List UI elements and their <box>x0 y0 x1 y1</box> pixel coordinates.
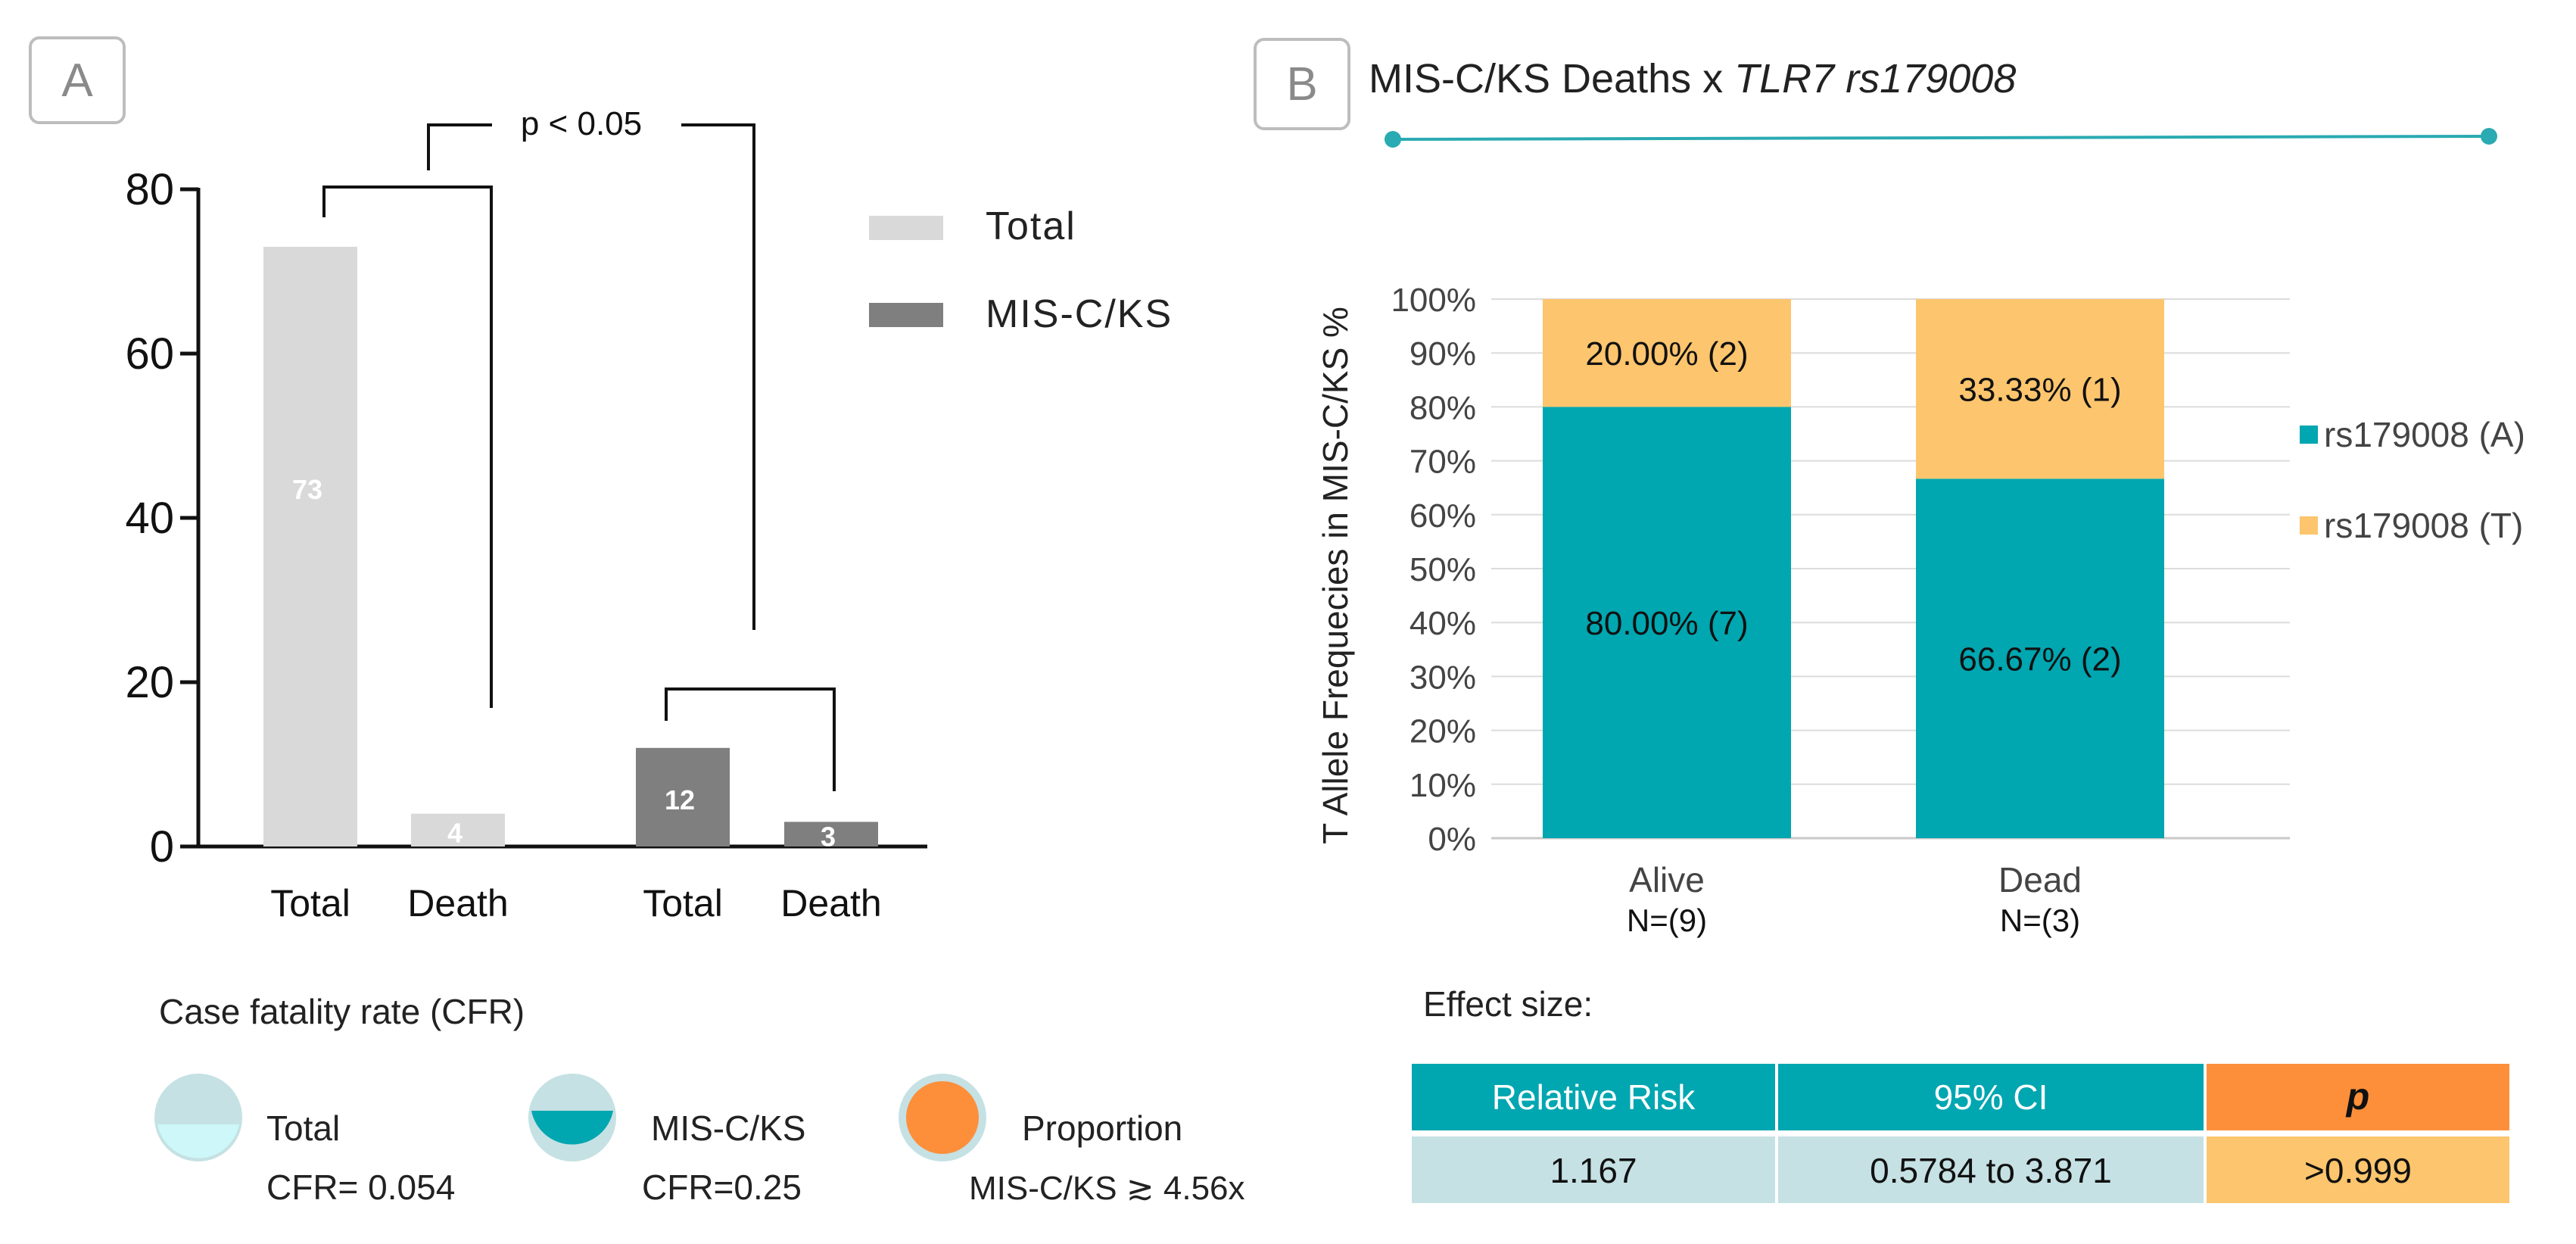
y-tick-label-b: 20% <box>1409 713 1476 750</box>
cfr-misc-name: MIS-C/KS <box>651 1108 805 1148</box>
bar-label-a: 4 <box>447 817 463 848</box>
x-tick-label-a: Total <box>270 882 350 924</box>
panel-a-label: A <box>61 55 93 107</box>
table-value-p: >0.999 <box>2304 1151 2412 1190</box>
cfr-total-name: Total <box>266 1108 340 1148</box>
cfr-item-total: Total CFR= 0.054 <box>154 1074 455 1207</box>
legend-a: Total MIS-C/KS <box>869 204 1173 336</box>
table-header-rr: Relative Risk <box>1492 1077 1696 1117</box>
cfr-misc-value: CFR=0.25 <box>642 1168 802 1207</box>
cfr-total-icon <box>157 1124 239 1158</box>
bar-segment-label-b: 20.00% (2) <box>1585 335 1748 373</box>
cfr-total-value: CFR= 0.054 <box>266 1168 455 1207</box>
legend-swatch-misc <box>869 303 943 327</box>
panel-a: A 0 20 40 60 80 73 Total 4 Death 12 Total 3 Death p … <box>29 36 1245 1207</box>
legend-label-b: rs179008 (T) <box>2324 506 2523 545</box>
y-tick-label-b: 60% <box>1409 497 1476 535</box>
effect-size-table: Relative Risk 95% CI p 1.167 0.5784 to 3… <box>1412 1064 2509 1203</box>
x-tick-label-a: Death <box>780 882 881 924</box>
bar-a <box>411 813 505 846</box>
y-tick-label-b: 90% <box>1409 335 1476 373</box>
y-tick-label-b: 40% <box>1409 605 1476 642</box>
x-tick-n-b: N=(9) <box>1627 903 1707 938</box>
y-tick-label-a: 40 <box>125 494 174 543</box>
bar-segment-b <box>1543 299 1791 407</box>
p-value-label: p < 0.05 <box>521 105 642 142</box>
table-header-ci-cell <box>1778 1064 2204 1130</box>
title-rule-line <box>1392 135 2490 141</box>
title-rule-dot-left <box>1385 131 1401 148</box>
title-rule <box>1385 128 2497 148</box>
y-tick-label-b: 30% <box>1409 659 1476 696</box>
legend-swatch-b <box>2300 426 2318 444</box>
panel-b-label-box <box>1254 38 1350 130</box>
legend-swatch-b <box>2300 516 2318 535</box>
y-tick-label-a: 0 <box>150 822 174 871</box>
cfr-item-misc: MIS-C/KS CFR=0.25 <box>528 1074 805 1207</box>
table-header-p: p <box>2345 1075 2370 1118</box>
y-tick-label-b: 50% <box>1409 551 1476 588</box>
bar-label-a: 3 <box>821 822 836 853</box>
table-value-ci: 0.5784 to 3.871 <box>1870 1151 2112 1190</box>
bar-segment-label-b: 33.33% (1) <box>1958 372 2121 409</box>
x-tick-label-a: Death <box>407 882 508 924</box>
title-rule-dot-right <box>2481 128 2497 145</box>
table-header-ci: 95% CI <box>1934 1077 2048 1117</box>
table-value-rr: 1.167 <box>1550 1151 1637 1190</box>
table-header-p-cell <box>2207 1064 2509 1130</box>
bar-segment-label-b: 66.67% (2) <box>1958 641 2121 678</box>
x-tick-n-b: N=(3) <box>2000 903 2080 938</box>
y-tick-label-b: 0% <box>1428 821 1476 858</box>
y-tick-label-b: 100% <box>1391 282 1476 319</box>
legend-label-b: rs179008 (A) <box>2324 415 2525 454</box>
cfr-item-proportion: Proportion MIS-C/KS ≳ 4.56x <box>899 1074 1245 1207</box>
cfr-proportion-name: Proportion <box>1022 1108 1182 1148</box>
chart-a: 0 20 40 60 80 73 Total 4 Death 12 Total 3 Death <box>125 165 927 924</box>
bar-segment-b <box>1916 479 2164 838</box>
panel-a-label-box <box>29 36 126 124</box>
table-value-rr-cell <box>1412 1136 1775 1203</box>
y-tick-label-b: 80% <box>1409 389 1476 426</box>
panel-b-title-plain: MIS-C/KS Deaths x <box>1369 56 1734 101</box>
chart-b: 0% 10% 20% 30% 40% 50% 60% 70% 80% 90% 100% T Allel… <box>1316 282 2525 938</box>
y-tick-label-a: 80 <box>125 165 174 214</box>
table-value-ci-cell <box>1778 1136 2204 1203</box>
legend-label-misc: MIS-C/KS <box>986 292 1173 336</box>
y-tick-label-b: 10% <box>1409 767 1476 804</box>
panel-b-title-italic: TLR7 rs179008 <box>1734 56 2016 101</box>
table-value-p-cell <box>2207 1136 2509 1203</box>
bar-label-a: 73 <box>292 474 322 505</box>
effect-size-label: Effect size: <box>1423 984 1593 1024</box>
cfr-title: Case fatality rate (CFR) <box>159 992 525 1031</box>
table-header-rr-cell <box>1412 1064 1775 1130</box>
cfr-misc-icon <box>531 1111 613 1145</box>
cfr-proportion-value: MIS-C/KS ≳ 4.56x <box>969 1170 1245 1207</box>
bracket-between-left <box>427 123 492 170</box>
bracket-total-group <box>322 186 493 708</box>
bracket-misc-group <box>665 687 836 791</box>
bar-a <box>636 747 730 846</box>
bracket-between-right <box>681 123 755 630</box>
x-tick-label-b: Dead <box>1998 860 2082 899</box>
bar-a <box>263 246 357 846</box>
bar-a <box>784 822 878 846</box>
panel-b: B MIS-C/KS Deaths x TLR7 rs179008 0% 10% 2… <box>1254 38 2525 1203</box>
x-tick-label-b: Alive <box>1629 860 1705 899</box>
legend-swatch-total <box>869 216 943 240</box>
panel-b-label: B <box>1286 58 1317 111</box>
y-tick-label-a: 60 <box>125 329 174 379</box>
y-axis-title-b: T Allele Frequecies in MIS-C/KS % <box>1316 307 1355 844</box>
bar-segment-label-b: 80.00% (7) <box>1585 605 1748 642</box>
x-tick-label-a: Total <box>643 882 723 924</box>
bar-label-a: 12 <box>665 784 695 815</box>
legend-label-total: Total <box>986 204 1076 248</box>
panel-b-title: MIS-C/KS Deaths x TLR7 rs179008 <box>1369 56 2016 101</box>
significance-brackets <box>322 123 836 791</box>
y-tick-label-a: 20 <box>125 658 174 707</box>
cfr-proportion-icon <box>906 1081 979 1154</box>
y-tick-label-b: 70% <box>1409 444 1476 481</box>
bar-segment-b <box>1543 407 1791 838</box>
bar-segment-b <box>1916 299 2164 479</box>
